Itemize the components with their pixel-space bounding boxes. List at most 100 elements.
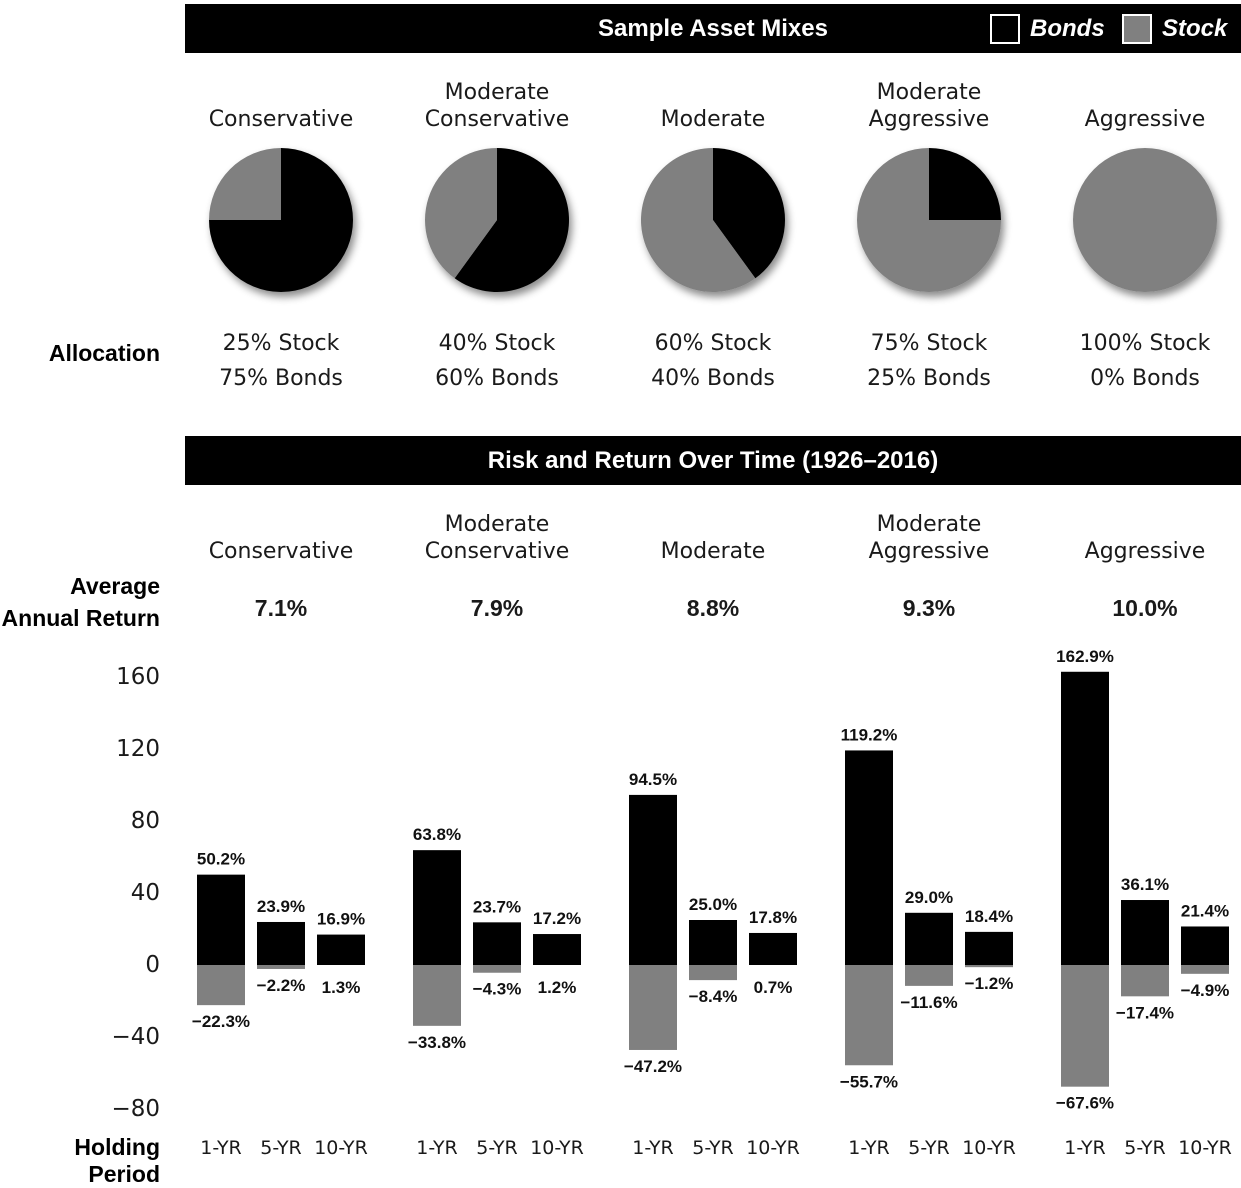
bar-worst-label: 1.2%	[538, 978, 577, 997]
mix-name-line2: Aggressive	[868, 539, 990, 564]
alloc-bonds: 0% Bonds	[1090, 366, 1200, 391]
mix-name-line1: Moderate	[444, 80, 550, 105]
allocation-aggressive: 100% Stock 0% Bonds	[1037, 326, 1241, 396]
pie-2	[641, 148, 785, 292]
bar-worst	[1121, 965, 1169, 997]
pie-slice-bonds	[929, 148, 1001, 220]
risk-return-title: Risk and Return Over Time (1926–2016)	[487, 447, 939, 474]
pie-3	[857, 148, 1001, 292]
allocation-mod-aggressive: 75% Stock 25% Bonds	[821, 326, 1037, 396]
bar-worst-label: −67.6%	[1056, 1094, 1114, 1113]
y-tick-label: −80	[111, 1096, 160, 1122]
mix-name-line1: Moderate	[444, 512, 550, 537]
bar-best	[689, 920, 737, 965]
avg-return-label-line1: Average	[70, 573, 160, 599]
bar-best	[965, 931, 1013, 965]
avg-return-label: Average Annual Return	[0, 570, 160, 634]
holding-period-tick: 1-YR	[632, 1137, 674, 1159]
alloc-stock: 100% Stock	[1079, 331, 1211, 356]
holding-period-tick: 10-YR	[1178, 1137, 1232, 1159]
bar-worst	[197, 965, 245, 1006]
avg-return-moderate: 8.8%	[686, 595, 740, 621]
pie-slice-stock	[641, 148, 756, 292]
holding-period-tick: 5-YR	[692, 1137, 734, 1159]
avg-return-mod-conservative: 7.9%	[470, 595, 524, 621]
mix-name-line2: Conservative	[424, 107, 570, 132]
legend-stock-label: Stock	[1162, 14, 1228, 42]
risk-return-bars: 50.2% −22.3% 23.9% −2.2% 16.9% 1.3% 63.8% −33.8…	[192, 647, 1229, 1113]
bar-best	[1181, 926, 1229, 965]
holding-period-tick: 1-YR	[848, 1137, 890, 1159]
y-tick-label: 120	[116, 736, 160, 762]
bar-best-label: 119.2%	[841, 725, 898, 744]
bar-best	[197, 874, 245, 965]
y-tick-label: −40	[111, 1024, 160, 1050]
bar-worst	[965, 965, 1013, 968]
alloc-stock: 75% Stock	[870, 331, 988, 356]
bar-best	[749, 932, 797, 965]
bar-worst	[629, 965, 677, 1050]
alloc-bonds: 40% Bonds	[651, 366, 775, 391]
bar-worst	[905, 965, 953, 986]
alloc-stock: 60% Stock	[654, 331, 772, 356]
bar-best-label: 25.0%	[689, 895, 737, 914]
legend-stock: Stock	[1122, 4, 1227, 53]
mix-name-conservative-bottom: Conservative	[173, 511, 389, 565]
pie-slice-stock	[425, 148, 497, 279]
avg-return-label-line2: Annual Return	[1, 605, 160, 631]
stock-swatch	[1122, 13, 1152, 44]
mix-name-line2: Conservative	[208, 539, 354, 564]
bar-best-label: 18.4%	[965, 907, 1013, 926]
bar-worst-label: −33.8%	[408, 1033, 466, 1052]
bar-best-label: 29.0%	[905, 888, 953, 907]
holding-period-tick: 10-YR	[530, 1137, 584, 1159]
pie-4	[1073, 148, 1217, 292]
mix-name-line2: Aggressive	[868, 107, 990, 132]
bar-best-label: 17.8%	[749, 908, 797, 927]
holding-period-tick: 10-YR	[962, 1137, 1016, 1159]
bar-worst	[845, 965, 893, 1066]
alloc-bonds: 60% Bonds	[435, 366, 559, 391]
mix-name-mod-conservative-top: Moderate Conservative	[389, 79, 605, 133]
pie-slice-stock	[857, 148, 1001, 292]
avg-return-aggressive: 10.0%	[1112, 595, 1178, 621]
bar-best	[257, 921, 305, 965]
bar-best	[533, 934, 581, 965]
bar-best	[473, 922, 521, 965]
pie-0	[209, 148, 353, 292]
holding-period-tick: 5-YR	[476, 1137, 518, 1159]
asset-mixes-banner: Sample Asset Mixes	[185, 4, 1241, 53]
mix-name-line2: Conservative	[208, 107, 354, 132]
bar-best-label: 17.2%	[533, 909, 581, 928]
pie-slice-stock	[209, 148, 281, 220]
bar-best	[317, 934, 365, 965]
holding-period-tick: 5-YR	[908, 1137, 950, 1159]
bar-worst-label: −22.3%	[192, 1012, 250, 1031]
alloc-bonds: 25% Bonds	[867, 366, 991, 391]
holding-period-label: Holding Period	[74, 1134, 160, 1187]
mix-name-aggressive-top: Aggressive	[1037, 79, 1241, 133]
mix-name-mod-conservative-bottom: Moderate Conservative	[389, 511, 605, 565]
holding-period-tick: 5-YR	[260, 1137, 302, 1159]
bar-worst-label: −1.2%	[965, 974, 1014, 993]
pie-1	[425, 148, 569, 292]
holding-period-tick: 1-YR	[200, 1137, 242, 1159]
bar-best-label: 36.1%	[1121, 875, 1169, 894]
holding-period-tick: 1-YR	[1064, 1137, 1106, 1159]
bar-best	[905, 912, 953, 965]
bar-worst-label: −11.6%	[900, 993, 957, 1012]
bar-worst-label: −17.4%	[1116, 1003, 1174, 1022]
bar-best-label: 23.9%	[257, 897, 305, 916]
mix-name-line2: Aggressive	[1084, 107, 1206, 132]
bar-best-label: 50.2%	[197, 850, 245, 869]
mix-name-line1: Moderate	[876, 512, 982, 537]
bar-best-label: 162.9%	[1056, 647, 1114, 666]
mix-name-mod-aggressive-top: Moderate Aggressive	[821, 79, 1037, 133]
mix-name-line2: Moderate	[660, 539, 766, 564]
bar-worst-label: −2.2%	[257, 976, 306, 995]
bar-best	[1121, 900, 1169, 965]
y-tick-label: 160	[116, 664, 160, 690]
legend-bonds: Bonds	[990, 4, 1105, 53]
alloc-stock: 40% Stock	[438, 331, 556, 356]
mix-name-mod-aggressive-bottom: Moderate Aggressive	[821, 511, 1037, 565]
